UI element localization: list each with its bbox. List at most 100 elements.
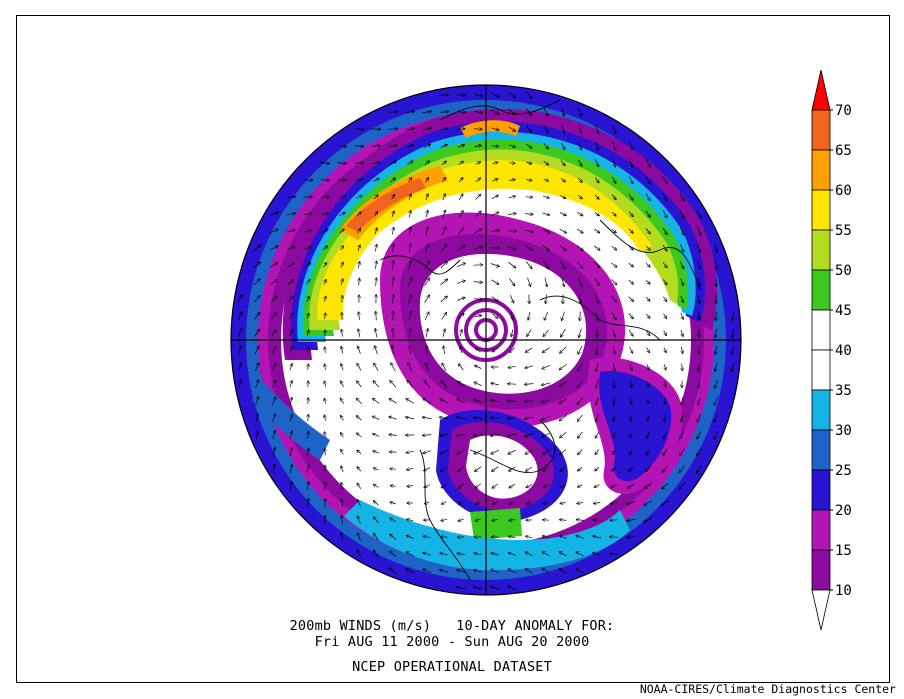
wind-vector	[321, 197, 329, 198]
wind-vector	[528, 312, 530, 320]
wind-vector	[645, 193, 650, 201]
wind-vector	[287, 263, 294, 268]
wind-vector	[325, 449, 326, 456]
wind-vector	[391, 195, 395, 200]
wind-vector	[543, 329, 549, 337]
wind-vector	[456, 263, 465, 268]
wind-vector	[388, 112, 398, 113]
wind-vector	[629, 346, 633, 353]
wind-vector	[424, 312, 429, 321]
wind-vector	[680, 312, 683, 319]
wind-vector	[239, 380, 240, 389]
wind-vector	[594, 278, 600, 286]
wind-vector	[442, 210, 446, 218]
wind-vector	[270, 280, 277, 285]
wind-vector	[373, 434, 380, 437]
wind-vector	[628, 313, 633, 318]
wind-vector	[732, 345, 735, 354]
wind-vector	[525, 143, 532, 148]
wind-vector	[440, 570, 449, 573]
wind-vector	[491, 434, 500, 436]
wind-vector	[440, 128, 448, 130]
wind-vector	[578, 414, 583, 421]
wind-vector	[442, 194, 446, 201]
wind-vector	[629, 466, 634, 472]
wind-vector	[509, 483, 515, 488]
wind-vector	[406, 145, 414, 148]
wind-vector	[662, 465, 668, 472]
wind-vector	[457, 434, 466, 435]
wind-vector	[325, 432, 326, 439]
wind-vector	[425, 227, 428, 235]
wind-vector	[405, 128, 414, 129]
wind-vector	[338, 196, 346, 198]
map-boundary-circle	[230, 84, 742, 596]
wind-vector	[474, 587, 483, 590]
wind-vector	[457, 145, 464, 148]
wind-vector	[627, 536, 636, 538]
wind-vector	[373, 416, 380, 421]
wind-vector	[410, 329, 411, 338]
wind-vector	[304, 246, 311, 251]
wind-vector	[357, 450, 362, 454]
wind-vector	[356, 212, 361, 217]
wind-vector	[357, 229, 361, 234]
wind-vector	[628, 159, 632, 167]
wind-vector	[614, 397, 615, 404]
wind-vector	[526, 347, 533, 352]
wind-vector	[255, 397, 259, 406]
wind-vector	[715, 345, 717, 354]
wind-vector	[373, 381, 380, 388]
wind-vector	[474, 229, 481, 234]
wind-vector	[288, 296, 294, 302]
wind-vector	[731, 362, 735, 371]
wind-vector	[305, 263, 311, 268]
wind-vector	[391, 363, 396, 372]
wind-vector	[527, 277, 531, 286]
wind-vector	[458, 519, 464, 521]
wind-vector	[546, 294, 547, 304]
wind-vector	[645, 279, 650, 284]
wind-vector	[663, 330, 667, 336]
wind-vector	[525, 417, 534, 419]
wind-vector	[491, 449, 500, 454]
wind-vector	[611, 229, 616, 232]
wind-vector	[440, 262, 447, 269]
wind-vector	[594, 484, 600, 488]
wind-vector	[475, 195, 481, 200]
colorbar-bin	[811, 389, 831, 431]
wind-vector	[340, 398, 344, 404]
wind-vector	[560, 432, 567, 437]
wind-vector	[408, 261, 411, 270]
wind-vector	[542, 569, 550, 574]
wind-vector	[645, 159, 650, 167]
wind-vector	[458, 483, 464, 488]
wind-vector	[543, 536, 550, 539]
wind-vector	[342, 516, 343, 525]
wind-vector	[611, 279, 617, 284]
wind-vector	[407, 161, 412, 166]
wind-vector	[577, 503, 584, 504]
wind-vector	[374, 485, 379, 488]
wind-vector	[425, 363, 430, 372]
wind-vector	[576, 569, 585, 574]
wind-vector	[341, 416, 344, 421]
wind-vector	[662, 244, 667, 251]
wind-vector	[374, 501, 379, 506]
wind-vector	[526, 162, 531, 164]
wind-vector	[457, 553, 465, 554]
wind-vector	[524, 229, 533, 232]
wind-vector	[439, 112, 448, 113]
wind-vector	[715, 379, 718, 388]
wind-vector	[373, 195, 378, 200]
wind-vector	[645, 228, 650, 233]
wind-vector	[542, 228, 549, 232]
wind-vector	[289, 347, 293, 354]
wind-vector	[542, 399, 551, 402]
caption-line-2: Fri AUG 11 2000 - Sun AUG 20 2000	[314, 634, 590, 650]
wind-vector	[474, 145, 481, 146]
wind-vector	[509, 347, 515, 353]
wind-vector	[627, 519, 636, 521]
wind-vector	[543, 466, 550, 471]
